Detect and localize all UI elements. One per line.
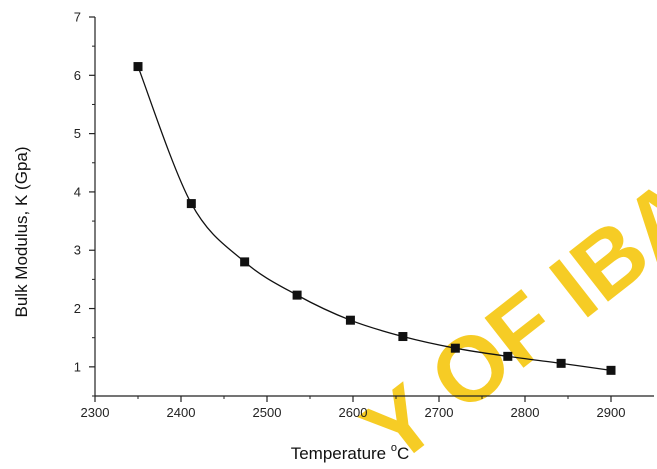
y-axis-ticks: 1 2 3 4 5 6 7 <box>74 10 95 397</box>
x-tick-label: 2900 <box>597 405 626 420</box>
x-tick-label: 2300 <box>81 405 110 420</box>
x-tick-label: 2700 <box>425 405 454 420</box>
x-axis-label-main: Temperature <box>291 444 391 463</box>
y-tick-label: 6 <box>74 68 81 83</box>
data-point <box>556 358 566 368</box>
data-point <box>240 257 250 267</box>
y-tick-label: 2 <box>74 301 81 316</box>
x-tick-label: 2800 <box>511 405 540 420</box>
data-point <box>345 315 355 325</box>
y-tick-label: 3 <box>74 243 81 258</box>
data-point <box>606 365 616 375</box>
y-tick-label: 4 <box>74 184 81 199</box>
x-axis-ticks: 2300 2400 2500 2600 2700 2800 2900 <box>81 396 626 420</box>
x-axis-label-unit: C <box>397 444 409 463</box>
data-point <box>133 62 143 72</box>
data-point <box>292 290 302 300</box>
x-tick-label: 2600 <box>339 405 368 420</box>
x-axis-label: Temperature oC <box>291 442 410 463</box>
data-points <box>133 62 616 375</box>
x-tick-label: 2500 <box>253 405 282 420</box>
data-point <box>398 332 408 342</box>
y-tick-label: 7 <box>74 10 81 25</box>
x-axis-label-degree: o <box>391 442 397 454</box>
data-point <box>503 351 513 361</box>
x-tick-label: 2400 <box>167 405 196 420</box>
watermark-text: Y OF IBA <box>345 159 657 469</box>
axes <box>94 17 654 397</box>
data-point <box>450 343 460 353</box>
y-tick-label: 1 <box>74 359 81 374</box>
y-tick-label: 5 <box>74 126 81 141</box>
data-point <box>186 199 196 209</box>
y-axis-label: Bulk Modulus, K (Gpa) <box>12 146 31 317</box>
